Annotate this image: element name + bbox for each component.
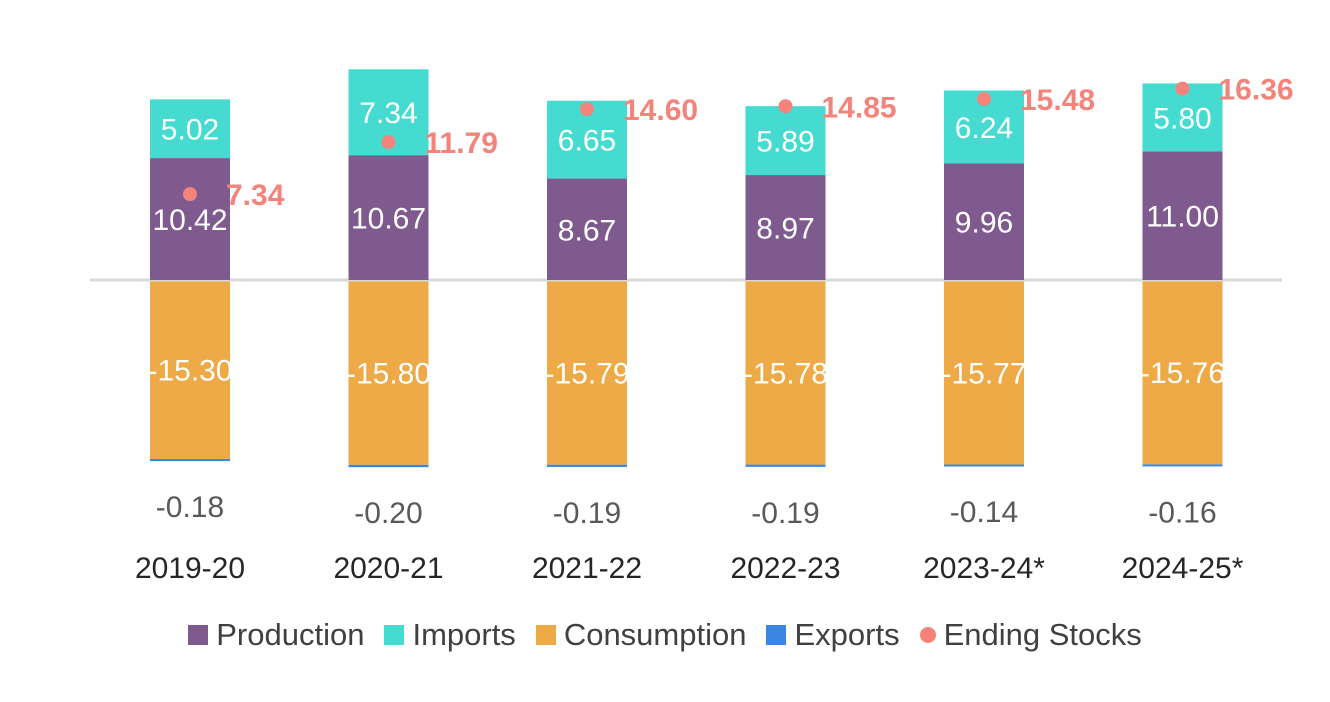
- label-imports-3: 5.89: [756, 126, 814, 159]
- bar-consumption-3: [745, 281, 826, 465]
- x-tick-label-1: 2020-21: [333, 552, 443, 585]
- label-consumption-3: -15.78: [743, 357, 828, 390]
- bar-production-4: [944, 163, 1024, 280]
- label-consumption-2: -15.79: [544, 357, 629, 390]
- label-exports-4: -0.14: [950, 496, 1018, 529]
- bar-production-2: [547, 178, 627, 280]
- label-production-0: 10.42: [152, 204, 227, 237]
- bar-consumption-4: [944, 281, 1024, 465]
- legend-label-ending-stocks: Ending Stocks: [943, 617, 1142, 652]
- label-production-3: 8.97: [756, 213, 814, 246]
- legend-swatch-consumption: [535, 625, 556, 645]
- legend-label-imports: Imports: [412, 617, 516, 652]
- legend-label-exports: Exports: [794, 617, 900, 652]
- x-tick-label-5: 2024-25*: [1122, 552, 1244, 585]
- label-ending-stocks-4: 15.48: [1020, 84, 1095, 117]
- x-tick-label-4: 2023-24*: [923, 552, 1045, 585]
- bar-exports-4: [944, 464, 1024, 467]
- label-consumption-4: -15.77: [941, 357, 1026, 390]
- bar-production-1: [348, 155, 429, 280]
- bar-exports-2: [547, 464, 627, 467]
- bar-exports-1: [348, 464, 429, 468]
- label-imports-5: 5.80: [1153, 102, 1211, 135]
- chart-legend: Production Imports Consumption Exports E…: [0, 617, 1330, 653]
- ending-stocks-point-0: [183, 187, 197, 202]
- legend-item-consumption: Consumption: [535, 617, 747, 653]
- label-consumption-0: -15.30: [147, 355, 232, 388]
- label-ending-stocks-3: 14.85: [822, 91, 897, 124]
- label-exports-3: -0.19: [751, 497, 819, 530]
- legend-label-production: Production: [216, 617, 365, 652]
- legend-item-production: Production: [188, 617, 364, 653]
- label-exports-0: -0.18: [156, 491, 224, 524]
- legend-swatch-imports: [384, 625, 405, 645]
- bar-consumption-2: [547, 281, 627, 465]
- bar-consumption-0: [150, 281, 230, 460]
- bar-production-0: [150, 158, 230, 280]
- legend-item-imports: Imports: [384, 617, 516, 653]
- bar-imports-3: [745, 106, 826, 176]
- label-imports-2: 6.65: [558, 125, 616, 158]
- bar-imports-0: [150, 99, 230, 159]
- bar-production-5: [1142, 151, 1223, 280]
- legend-swatch-exports: [766, 625, 787, 645]
- x-tick-label-3: 2022-23: [730, 552, 840, 585]
- label-imports-1: 7.34: [359, 97, 417, 130]
- ending-stocks-point-2: [580, 102, 594, 117]
- label-exports-2: -0.19: [553, 497, 621, 530]
- label-consumption-1: -15.80: [346, 357, 431, 390]
- legend-swatch-production: [188, 625, 209, 645]
- bar-consumption-5: [1142, 281, 1223, 465]
- legend-swatch-ending-stocks: [919, 627, 936, 643]
- label-production-1: 10.67: [351, 203, 426, 236]
- ending-stocks-point-1: [381, 135, 396, 150]
- ending-stocks-point-5: [1175, 81, 1190, 96]
- bar-exports-3: [745, 464, 826, 467]
- label-exports-1: -0.20: [354, 497, 422, 530]
- label-exports-5: -0.16: [1148, 496, 1216, 529]
- bar-production-3: [745, 175, 826, 280]
- label-imports-0: 5.02: [161, 114, 219, 147]
- bar-exports-5: [1142, 464, 1223, 467]
- label-consumption-5: -15.76: [1140, 357, 1225, 390]
- bar-exports-0: [150, 459, 230, 462]
- ending-stocks-point-4: [977, 91, 991, 106]
- label-ending-stocks-5: 16.36: [1219, 74, 1294, 107]
- label-production-5: 11.00: [1146, 201, 1219, 234]
- label-ending-stocks-1: 11.79: [425, 127, 498, 160]
- x-tick-label-2: 2021-22: [532, 552, 642, 585]
- x-tick-label-0: 2019-20: [135, 552, 245, 585]
- label-production-4: 9.96: [955, 207, 1013, 240]
- label-production-2: 8.67: [558, 214, 616, 247]
- legend-item-exports: Exports: [766, 617, 900, 653]
- label-ending-stocks-0: 7.34: [226, 179, 285, 212]
- ending-stocks-point-3: [778, 99, 793, 114]
- legend-label-consumption: Consumption: [563, 617, 747, 652]
- stacked-bar-chart: 10.42 5.02 -15.30 -0.18 2019-20 7.34 10.67 7.34…: [90, 69, 1294, 585]
- label-ending-stocks-2: 14.60: [623, 94, 698, 127]
- legend-item-ending-stocks: Ending Stocks: [919, 617, 1142, 653]
- bar-consumption-1: [348, 281, 429, 465]
- label-imports-4: 6.24: [955, 112, 1013, 145]
